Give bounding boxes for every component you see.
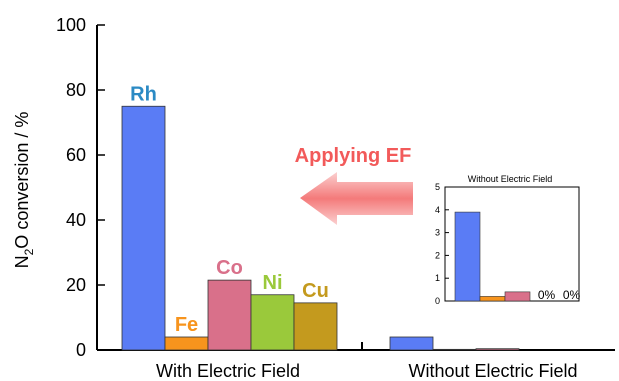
y-tick-label-0: 0 — [76, 340, 86, 360]
category-label-with: With Electric Field — [156, 361, 300, 381]
inset-bar-co — [504, 291, 531, 302]
inset-bar-rh — [454, 211, 481, 302]
inset-title: Without Electric Field — [468, 174, 553, 184]
y-axis-label: N2O conversion / % — [12, 112, 36, 269]
inset-y-tick-label-0: 0 — [435, 296, 440, 306]
inset-zero-label-cu: 0% — [563, 288, 581, 302]
bar-cu-with-ef — [293, 302, 338, 351]
y-axis-label-suffix: O conversion / % — [12, 112, 32, 249]
bar-label-co: Co — [216, 257, 243, 279]
y-axis-label-prefix: N — [12, 255, 32, 268]
y-tick-label-20: 20 — [66, 275, 86, 295]
bar-fe-with-ef — [164, 336, 209, 351]
applying-ef-arrow — [300, 172, 413, 225]
y-tick-label-40: 40 — [66, 210, 86, 230]
bar-ni-with-ef — [250, 294, 295, 351]
bar-co-with-ef — [207, 279, 252, 351]
bar-rh-without-ef — [389, 336, 434, 351]
y-tick-label-60: 60 — [66, 145, 86, 165]
bar-co-without-ef — [475, 348, 520, 351]
inset-bar-fe — [479, 296, 506, 302]
category-label-without: Without Electric Field — [408, 361, 577, 381]
y-tick-label-80: 80 — [66, 80, 86, 100]
inset-y-tick-label-1: 1 — [435, 273, 440, 283]
inset-zero-label-ni: 0% — [538, 288, 556, 302]
inset-y-tick-label-3: 3 — [435, 228, 440, 238]
inset-y-tick-label-5: 5 — [435, 182, 440, 192]
bar-label-rh: Rh — [130, 83, 157, 105]
inset-chart: Without Electric Field 0 1 2 3 4 5 0% 0% — [435, 174, 581, 306]
y-axis-label-sub: 2 — [22, 248, 36, 255]
bar-label-cu: Cu — [302, 280, 329, 302]
inset-y-tick-label-4: 4 — [435, 205, 440, 215]
y-tick-label-100: 100 — [56, 15, 86, 35]
bar-label-fe: Fe — [175, 314, 198, 336]
inset-y-tick-label-2: 2 — [435, 250, 440, 260]
bar-rh-with-ef — [121, 105, 166, 351]
bar-fe-without-ef — [432, 348, 477, 351]
bar-label-ni: Ni — [263, 272, 283, 294]
applying-ef-label: Applying EF — [295, 145, 412, 167]
